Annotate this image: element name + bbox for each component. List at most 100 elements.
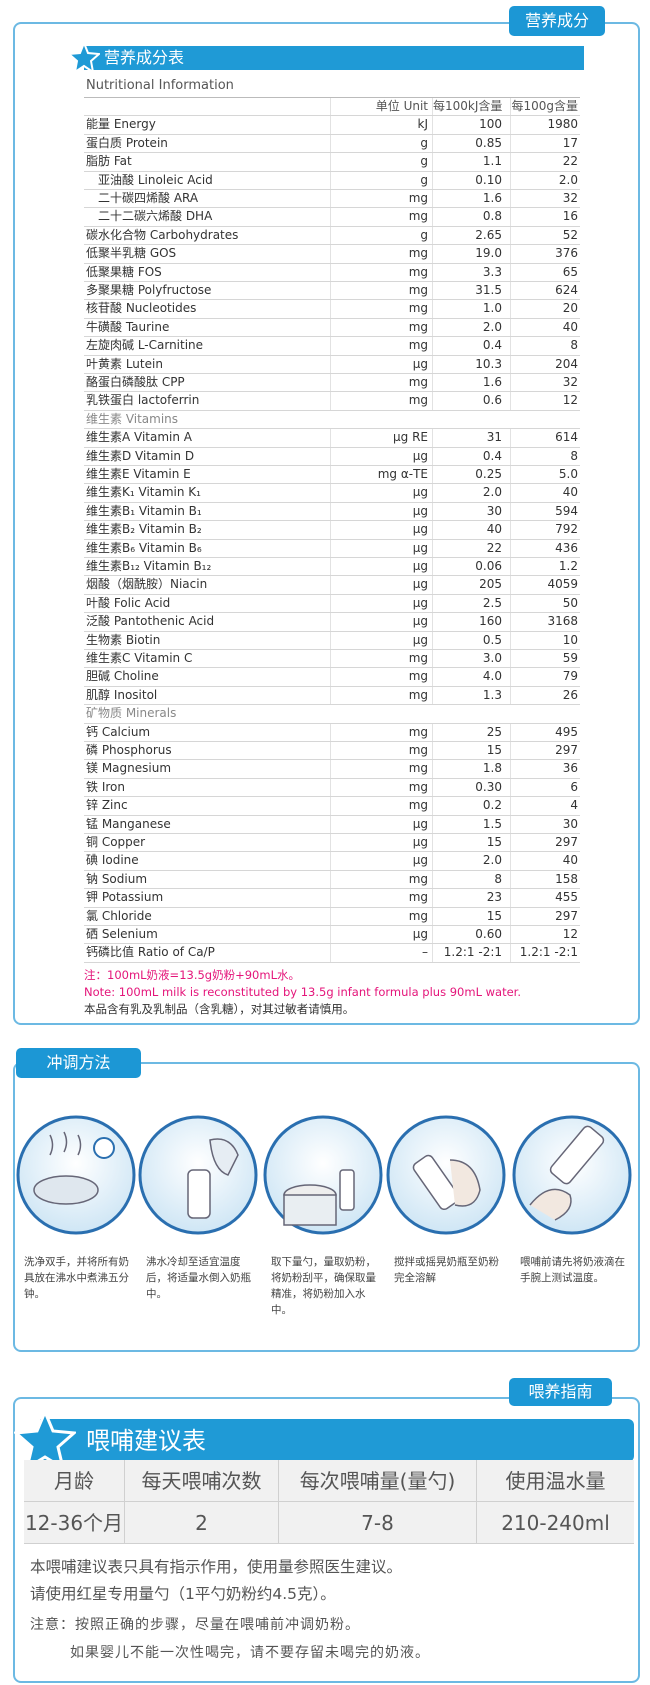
table-cell: 15 <box>432 742 510 760</box>
header-cell: 每次喂哺量(量勺) <box>279 1460 477 1501</box>
nutrition-table: 单位 Unit 每100kJ含量 每100g含量 能量 Energy kJ 100 1980… <box>84 97 580 964</box>
table-cell: 1.3 <box>432 686 510 705</box>
table-cell: 1.0 <box>432 300 510 318</box>
table-cell: 2.65 <box>432 226 510 245</box>
step-text: 搅拌或摇晃奶瓶至奶粉完全溶解 <box>394 1256 499 1284</box>
table-row: 低聚半乳糖 GOS mg 19.0 376 <box>84 245 580 264</box>
table-row: 酪蛋白磷酸肽 CPP mg 1.6 32 <box>84 374 580 393</box>
table-cell: mg <box>330 760 432 778</box>
nutrition-notes: 注：100mL奶液=13.5g奶粉+90mL水。 Note: 100mL milk… <box>84 967 624 1018</box>
table-row: 钾 Potassium mg 23 455 <box>84 889 580 908</box>
table-row: 蛋白质 Protein g 0.85 17 <box>84 134 580 154</box>
preparation-panel <box>13 1062 640 1352</box>
table-cell: mg <box>330 208 432 226</box>
nutrient-name: 泛酸 Pantothenic Acid <box>86 614 215 629</box>
table-cell: 12 <box>510 392 580 410</box>
table-cell: 50 <box>510 594 580 613</box>
table-cell: 26 <box>510 686 580 705</box>
star-icon <box>68 42 100 74</box>
table-cell: 5.0 <box>510 466 580 484</box>
table-cell: mg <box>330 797 432 815</box>
table-cell: 22 <box>510 153 580 171</box>
step-illustration-3 <box>263 1115 383 1235</box>
table-cell: 0.2 <box>432 797 510 815</box>
table-row: 锰 Manganese μg 1.5 30 <box>84 815 580 834</box>
nutrient-name: 维生素E Vitamin E <box>86 467 191 481</box>
nutrient-name: 核苷酸 Nucleotides <box>86 301 197 316</box>
table-cell: 1.6 <box>432 190 510 208</box>
table-cell: 0.85 <box>432 134 510 153</box>
table-cell: μg <box>330 576 432 594</box>
table-cell: mg <box>330 263 432 281</box>
table-cell: 1.2:1 -2:1 <box>510 944 580 962</box>
nutrient-name: 碘 Iodine <box>86 853 139 868</box>
feeding-title-bar <box>40 1419 634 1462</box>
table-header: 单位 Unit 每100kJ含量 每100g含量 <box>84 98 580 117</box>
table-cell: 100 <box>432 116 510 134</box>
table-cell: 1.8 <box>432 760 510 778</box>
table-row: 二十碳四烯酸 ARA mg 1.6 32 <box>84 190 580 209</box>
table-cell: 0.6 <box>432 392 510 410</box>
step-illustration-4 <box>386 1115 506 1235</box>
step-text: 沸水冷却至适宜温度后，将适量水倒入奶瓶中。 <box>146 1256 251 1300</box>
feeding-row: 12-36个月 2 7-8 210-240ml <box>24 1502 634 1544</box>
table-row: 维生素B₁ Vitamin B₁ μg 30 594 <box>84 502 580 522</box>
table-cell: 8 <box>510 337 580 355</box>
table-cell: mg <box>330 245 432 263</box>
note: Note: 100mL milk is reconstituted by 13.… <box>84 985 521 999</box>
table-cell: 3.0 <box>432 650 510 668</box>
table-cell: 17 <box>510 134 580 153</box>
table-cell: g <box>330 153 432 171</box>
table-cell: μg <box>330 539 432 557</box>
table-cell: g <box>330 134 432 153</box>
table-row: 叶黄素 Lutein μg 10.3 204 <box>84 355 580 374</box>
nutrient-name: 能量 Energy <box>86 117 156 132</box>
table-cell: 31.5 <box>432 282 510 300</box>
table-cell: 455 <box>510 889 580 907</box>
nutrient-name: 牛磺酸 Taurine <box>86 319 170 334</box>
nutrient-name: 维生素K₁ Vitamin K₁ <box>86 485 201 500</box>
table-cell: 2.0 <box>432 484 510 502</box>
table-row: 脂肪 Fat g 1.1 22 <box>84 153 580 172</box>
table-cell: mg <box>330 300 432 318</box>
table-cell: 1.6 <box>432 374 510 392</box>
feeding-panel <box>13 1397 640 1683</box>
feeding-title: 喂哺建议表 <box>86 1427 206 1455</box>
table-cell: mg α-TE <box>330 466 432 484</box>
feeding-tab: 喂养指南 <box>509 1378 612 1406</box>
table-cell: 16 <box>510 208 580 226</box>
table-cell: 160 <box>432 613 510 631</box>
star-icon <box>14 1410 76 1472</box>
table-cell: 0.4 <box>432 447 510 465</box>
table-cell: 594 <box>510 502 580 521</box>
nutrient-name: 维生素B₂ Vitamin B₂ <box>86 522 202 537</box>
feeding-header-row: 月龄 每天喂哺次数 每次喂哺量(量勺) 使用温水量 <box>24 1460 634 1502</box>
step-text: 洗净双手，并将所有奶具放在沸水中煮沸五分钟。 <box>24 1256 129 1300</box>
table-cell: mg <box>330 337 432 355</box>
table-cell: 3.3 <box>432 263 510 281</box>
table-row: 锌 Zinc mg 0.2 4 <box>84 797 580 816</box>
table-cell: 8 <box>432 870 510 889</box>
nutrient-name: 磷 Phosphorus <box>86 743 172 757</box>
nutrient-name: 烟酸（烟酰胺）Niacin <box>86 577 208 592</box>
nutrient-name: 叶黄素 Lutein <box>86 356 163 371</box>
section-row: 维生素 Vitamins <box>84 411 580 430</box>
table-cell: 0.4 <box>432 337 510 355</box>
table-cell: 52 <box>510 226 580 245</box>
table-cell: μg <box>330 613 432 631</box>
table-cell: 25 <box>432 723 510 741</box>
nutrient-name: 低聚半乳糖 GOS <box>86 246 177 261</box>
nutrient-name: 锰 Manganese <box>86 816 171 831</box>
step-illustration-2 <box>138 1115 258 1235</box>
header-cell: 每天喂哺次数 <box>125 1460 279 1501</box>
nutrient-name: 胆碱 Choline <box>86 669 159 684</box>
nutrient-name: 维生素C Vitamin C <box>86 651 193 665</box>
table-cell: 0.5 <box>432 631 510 649</box>
nutrient-name: 锌 Zinc <box>86 798 128 813</box>
table-row: 维生素E Vitamin E mg α-TE 0.25 5.0 <box>84 466 580 485</box>
table-cell: μg RE <box>330 429 432 447</box>
table-cell: 40 <box>432 521 510 539</box>
table-row: 胆碱 Choline mg 4.0 79 <box>84 668 580 687</box>
nutrition-subtitle: Nutritional Information <box>86 78 234 93</box>
table-row: 泛酸 Pantothenic Acid μg 160 3168 <box>84 613 580 632</box>
